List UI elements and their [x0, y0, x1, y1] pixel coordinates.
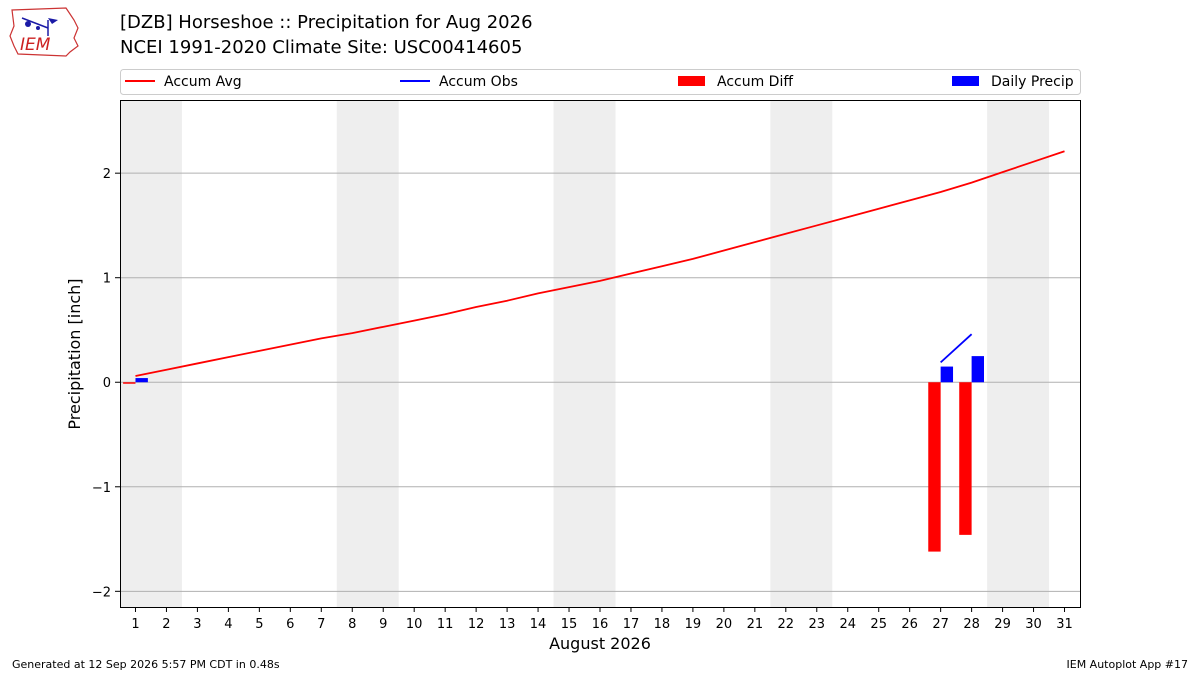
x-tick-label: 15 [561, 617, 578, 632]
x-tick-label: 30 [1025, 617, 1042, 632]
y-axis-label: Precipitation [inch] [65, 278, 84, 429]
legend-label: Accum Avg [164, 74, 242, 90]
daily-precip-bar [940, 366, 954, 383]
legend-label: Daily Precip [991, 74, 1074, 90]
x-tick-label: 14 [530, 617, 547, 632]
x-tick-label: 31 [1056, 617, 1073, 632]
y-tick-label: 2 [103, 167, 111, 182]
daily-precip-bar [971, 356, 984, 383]
x-tick-label: 21 [747, 617, 764, 632]
x-tick-label: 11 [437, 617, 454, 632]
x-tick-label: 12 [468, 617, 485, 632]
accum-diff-bar [928, 382, 941, 552]
x-tick-label: 16 [592, 617, 609, 632]
accum-diff-bar [959, 382, 972, 535]
x-tick-label: 24 [839, 617, 856, 632]
accum-diff-bars [123, 382, 972, 552]
x-tick-label: 28 [963, 617, 980, 632]
accum-diff-bar [123, 382, 136, 384]
x-tick-label: 9 [379, 617, 387, 632]
x-tick-label: 3 [193, 617, 201, 632]
accum-avg-line [135, 150, 1065, 377]
weekend-band [120, 100, 182, 607]
x-tick-label: 18 [654, 617, 671, 632]
x-tick-label: 26 [901, 617, 918, 632]
x-axis-label: August 2026 [549, 634, 651, 653]
grid-lines [120, 172, 1080, 592]
x-tick-label: 25 [870, 617, 887, 632]
weekend-band [336, 100, 399, 607]
x-tick-label: 27 [932, 617, 949, 632]
footer-app: IEM Autoplot App #17 [1066, 658, 1189, 671]
y-tick-label: 1 [103, 272, 111, 287]
chart-title: [DZB] Horseshoe :: Precipitation for Aug… [120, 12, 533, 33]
x-tick-label: 29 [994, 617, 1011, 632]
series-lines [135, 150, 1065, 377]
legend-label: Accum Diff [717, 74, 793, 90]
y-tick-label: −2 [92, 585, 111, 600]
daily-precip-bars [135, 356, 984, 383]
y-tick-label: 0 [103, 376, 111, 391]
logo-text: IEM [20, 35, 51, 55]
x-tick-label: 5 [255, 617, 263, 632]
y-tick-label: −1 [92, 481, 111, 496]
legend: Accum Avg Accum Obs Accum Diff Daily Precip [120, 69, 1081, 95]
x-tick-label: 17 [623, 617, 640, 632]
legend-bar-swatch [952, 76, 979, 86]
weekend-band [770, 100, 833, 607]
x-tick-label: 22 [778, 617, 795, 632]
x-tick-label: 2 [162, 617, 170, 632]
daily-precip-bar [135, 378, 148, 383]
x-tick-label: 1 [131, 617, 139, 632]
chart-subtitle: NCEI 1991-2020 Climate Site: USC00414605 [120, 37, 523, 58]
x-tick-label: 13 [499, 617, 516, 632]
footer-generated: Generated at 12 Sep 2026 5:57 PM CDT in … [12, 658, 280, 671]
x-tick-label: 19 [685, 617, 702, 632]
x-tick-label: 7 [317, 617, 325, 632]
weekend-band [553, 100, 616, 607]
legend-bar-swatch [678, 76, 705, 86]
y-axis: −2 −1 0 1 2 [92, 167, 120, 600]
x-tick-label: 4 [224, 617, 232, 632]
accum-obs-line [940, 333, 973, 364]
legend-label: Accum Obs [439, 74, 518, 90]
x-axis: 1 2 3 4 5 6 7 8 9 10 11 12 13 14 15 16 17 18 19 20 21 22 23 24 2… [131, 607, 1073, 632]
x-tick-label: 20 [716, 617, 733, 632]
iem-logo-icon: IEM [9, 7, 79, 57]
weekend-band [987, 100, 1050, 607]
legend-box [120, 69, 1081, 95]
x-tick-label: 8 [348, 617, 356, 632]
x-tick-label: 23 [809, 617, 826, 632]
x-tick-label: 10 [406, 617, 423, 632]
weekend-shading [120, 100, 1050, 607]
x-tick-label: 6 [286, 617, 294, 632]
